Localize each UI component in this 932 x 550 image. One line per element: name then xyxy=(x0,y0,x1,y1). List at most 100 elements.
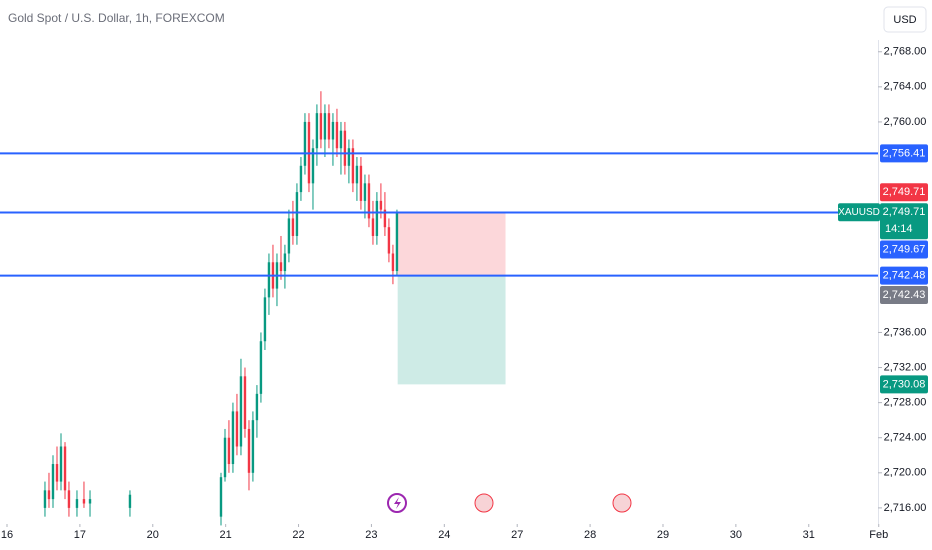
x-tick-label: 30 xyxy=(730,529,742,541)
price-badge xyxy=(880,144,928,163)
y-tick-label: 2,728.00 xyxy=(884,397,927,409)
candle-body xyxy=(251,420,255,473)
y-tick-label: 2,724.00 xyxy=(884,432,927,444)
candle-body xyxy=(315,113,319,149)
price-badge-label: 2,749.67 xyxy=(883,243,926,255)
candle-body xyxy=(323,113,327,140)
candle-body xyxy=(379,200,383,210)
candle-body xyxy=(128,494,132,508)
y-tick-label: 2,768.00 xyxy=(884,46,927,58)
candle-body xyxy=(387,227,391,254)
x-tick-label: 16 xyxy=(1,529,13,541)
candle-body xyxy=(247,428,251,473)
x-tick-label: 22 xyxy=(292,529,304,541)
x-tick-label: 31 xyxy=(803,529,815,541)
chart-title: Gold Spot / U.S. Dollar, 1h, FOREXCOM xyxy=(8,11,225,25)
candle-body xyxy=(88,499,92,504)
price-badge-label: 2,742.43 xyxy=(883,289,926,301)
candle-body xyxy=(287,218,291,254)
target-zone xyxy=(397,275,506,385)
candle-body xyxy=(295,192,299,236)
candle-body xyxy=(371,218,375,236)
candle-body xyxy=(223,437,227,478)
candle-body xyxy=(391,253,395,272)
candle-body xyxy=(367,183,371,219)
price-badge-label: 2,730.08 xyxy=(883,378,926,390)
event-icons xyxy=(387,493,632,513)
candle-body xyxy=(331,121,335,140)
candle-body xyxy=(235,411,239,447)
price-badge-label: 2,749.71 xyxy=(883,206,926,218)
price-badge xyxy=(880,375,928,394)
price-badge-label: 2,749.71 xyxy=(883,186,926,198)
price-badge xyxy=(880,183,928,202)
y-tick-label: 2,764.00 xyxy=(884,81,927,93)
candle-body xyxy=(255,393,259,421)
price-badge-label: 2,742.48 xyxy=(883,270,926,282)
x-tick-label: 24 xyxy=(438,529,450,541)
price-badge xyxy=(880,203,928,240)
candle-body xyxy=(303,121,307,166)
price-badge xyxy=(880,240,928,259)
candle-body xyxy=(363,183,367,201)
symbol-badge xyxy=(838,203,880,222)
candle-body xyxy=(299,165,303,193)
x-tick-label: 23 xyxy=(365,529,377,541)
candle-body xyxy=(395,212,399,272)
price-badge xyxy=(880,286,928,305)
candle-body xyxy=(339,130,343,149)
candle-body xyxy=(43,490,47,508)
candle-body xyxy=(75,499,79,508)
x-tick-label: 17 xyxy=(74,529,86,541)
x-tick-label: 27 xyxy=(511,529,523,541)
x-tick-label: Feb xyxy=(869,529,888,541)
candle-body xyxy=(231,411,235,465)
candle-body xyxy=(335,121,339,149)
y-tick-label: 2,736.00 xyxy=(884,326,927,338)
candle-body xyxy=(239,376,243,447)
candle-body xyxy=(59,446,63,482)
candle-body xyxy=(82,499,86,504)
candle-body xyxy=(67,490,71,508)
event-bolt xyxy=(394,497,401,509)
candle-body xyxy=(55,464,59,482)
x-tick-label: 29 xyxy=(657,529,669,541)
candle-body xyxy=(383,209,387,228)
candle-body xyxy=(63,446,67,491)
candle-body xyxy=(327,113,331,140)
candle-body xyxy=(259,341,263,394)
candle-body xyxy=(279,262,283,272)
candle-body xyxy=(267,262,271,298)
event-icon[interactable] xyxy=(612,493,632,513)
candle-body xyxy=(227,437,231,465)
candle-body xyxy=(311,148,315,184)
candle-body xyxy=(359,165,363,201)
candle-body xyxy=(243,376,247,429)
candle-body xyxy=(291,218,295,236)
x-tick-label: 21 xyxy=(220,529,232,541)
candle-body xyxy=(343,130,347,166)
candle-body xyxy=(263,297,267,342)
x-tick-label: 20 xyxy=(147,529,159,541)
symbol-label: XAUUSD xyxy=(838,207,880,218)
y-tick-label: 2,760.00 xyxy=(884,116,927,128)
candle-body xyxy=(51,464,55,500)
candle-body xyxy=(283,253,287,272)
x-tick-label: 28 xyxy=(584,529,596,541)
currency-button[interactable] xyxy=(883,6,927,33)
candle-body xyxy=(219,477,223,517)
event-icon[interactable] xyxy=(474,493,494,513)
candle-body xyxy=(351,148,355,184)
candle-body xyxy=(355,165,359,184)
price-badge xyxy=(880,266,928,285)
y-tick-label: 2,716.00 xyxy=(884,502,927,514)
countdown: 14:14 xyxy=(885,223,913,235)
price-badge-label: 2,756.41 xyxy=(883,147,926,159)
stop-zone xyxy=(397,212,506,276)
y-tick-label: 2,720.00 xyxy=(884,467,927,479)
candle-body xyxy=(319,113,323,140)
candle-body xyxy=(47,490,51,500)
currency-label[interactable]: USD xyxy=(893,14,916,26)
